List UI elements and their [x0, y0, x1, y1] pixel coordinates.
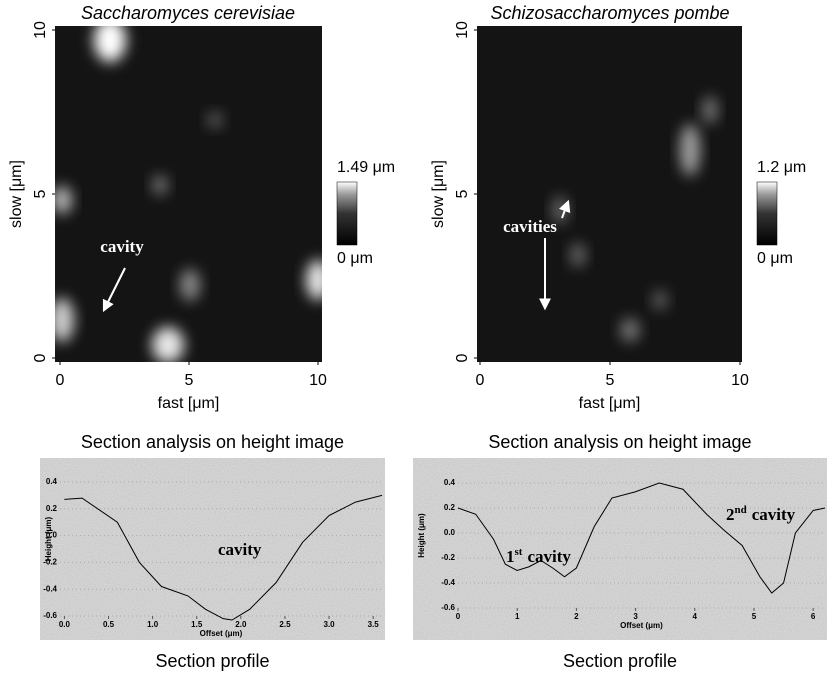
surface-feature	[152, 327, 184, 362]
annotation: cavity	[100, 237, 144, 256]
y-axis-label: slow [μm]	[8, 160, 25, 228]
x-tick-label: 5	[185, 372, 194, 389]
surface-feature	[152, 175, 168, 195]
x-tick-label: 0	[476, 372, 485, 389]
y-tick-label: 0.4	[46, 477, 58, 486]
section-title: Section analysis on height image	[488, 432, 751, 452]
x-tick-label: 4	[693, 612, 698, 621]
image-title: Schizosaccharomyces pombe	[490, 3, 729, 23]
arrow	[559, 199, 571, 219]
surface-feature	[680, 124, 700, 176]
surface-feature	[570, 243, 586, 267]
profile-line	[64, 494, 383, 621]
surface-feature	[94, 26, 126, 62]
x-tick-label: 1	[515, 612, 520, 621]
y-tick-label: 0.2	[444, 503, 456, 512]
annotation: cavities	[503, 217, 557, 236]
x-tick-label: 0	[456, 612, 461, 621]
annotation-sup: nd	[735, 504, 747, 516]
annotation: 2nd cavity	[726, 504, 796, 524]
colorbar	[336, 181, 358, 246]
y-axis-label: Height (μm)	[44, 516, 53, 561]
x-tick-label: 3.5	[368, 620, 380, 629]
profile-line	[457, 482, 826, 594]
surface-feature	[55, 186, 72, 214]
y-tick-label: 10	[32, 21, 49, 39]
y-tick-label: 0	[454, 353, 471, 362]
image-title: Saccharomyces cerevisiae	[81, 3, 295, 23]
y-tick-label: 0	[32, 353, 49, 362]
surface-feature	[620, 318, 640, 342]
afm-image	[477, 26, 742, 362]
image-features	[55, 26, 322, 362]
x-axis-label: fast [μm]	[579, 395, 641, 412]
x-axis-label: fast [μm]	[158, 395, 220, 412]
colorbar-label: 1.49 μm	[337, 159, 395, 176]
x-tick-label: 1.0	[147, 620, 159, 629]
annotation-text: cavity	[218, 540, 262, 559]
x-tick-label: 1.5	[191, 620, 203, 629]
annotation: cavity	[218, 540, 262, 559]
surface-feature	[702, 96, 718, 124]
y-axis-label: Height (μm)	[417, 513, 426, 558]
x-tick-label: 6	[811, 612, 816, 621]
surface-feature	[55, 298, 74, 342]
colorbar-label: 0 μm	[757, 250, 793, 267]
afm-image	[55, 26, 322, 362]
y-tick-label: -0.2	[441, 553, 455, 562]
y-tick-label: 0.4	[444, 478, 456, 487]
x-tick-label: 10	[309, 372, 327, 389]
y-tick-label: -0.4	[43, 584, 57, 593]
section-caption: Section profile	[563, 651, 677, 671]
colorbar-label: 1.2 μm	[757, 159, 806, 176]
surface-feature	[207, 112, 223, 128]
x-tick-label: 3	[633, 612, 638, 621]
annotation: 1st cavity	[506, 546, 571, 566]
surface-feature	[180, 269, 200, 301]
x-tick-label: 3.0	[324, 620, 336, 629]
x-tick-label: 5	[606, 372, 615, 389]
plot-noise	[413, 458, 827, 640]
colorbar-label: 0 μm	[337, 250, 373, 267]
x-tick-label: 2.0	[235, 620, 247, 629]
y-tick-label: 0.0	[46, 531, 58, 540]
x-axis-label: Offset (μm)	[620, 621, 663, 630]
y-tick-label: 5	[32, 189, 49, 198]
y-tick-label: -0.4	[441, 578, 455, 587]
annotation-sup: st	[515, 546, 523, 558]
y-tick-label: 5	[454, 189, 471, 198]
x-tick-label: 2.5	[279, 620, 291, 629]
x-tick-label: 5	[752, 612, 757, 621]
y-tick-label: -0.2	[43, 558, 57, 567]
x-tick-label: 0.0	[59, 620, 71, 629]
surface-feature	[306, 260, 322, 300]
x-axis-label: Offset (μm)	[200, 629, 243, 638]
y-tick-label: 0.2	[46, 504, 58, 513]
y-tick-label: -0.6	[441, 603, 455, 612]
x-tick-label: 2	[574, 612, 579, 621]
section-title: Section analysis on height image	[81, 432, 344, 452]
y-tick-label: -0.6	[43, 611, 57, 620]
annotation-tail: cavity	[752, 505, 796, 524]
y-axis-label: slow [μm]	[430, 160, 447, 228]
y-tick-label: 10	[454, 21, 471, 39]
x-tick-label: 0.5	[103, 620, 115, 629]
plot-noise	[40, 458, 385, 640]
x-tick-label: 10	[731, 372, 749, 389]
arrow	[102, 267, 126, 313]
y-tick-label: 0.0	[444, 528, 456, 537]
x-tick-label: 0	[56, 372, 65, 389]
surface-feature	[652, 290, 668, 310]
colorbar	[756, 181, 778, 246]
section-caption: Section profile	[155, 651, 269, 671]
annotation-tail: cavity	[527, 547, 571, 566]
annotation-text: 1	[506, 547, 515, 566]
annotation-text: 2	[726, 505, 735, 524]
